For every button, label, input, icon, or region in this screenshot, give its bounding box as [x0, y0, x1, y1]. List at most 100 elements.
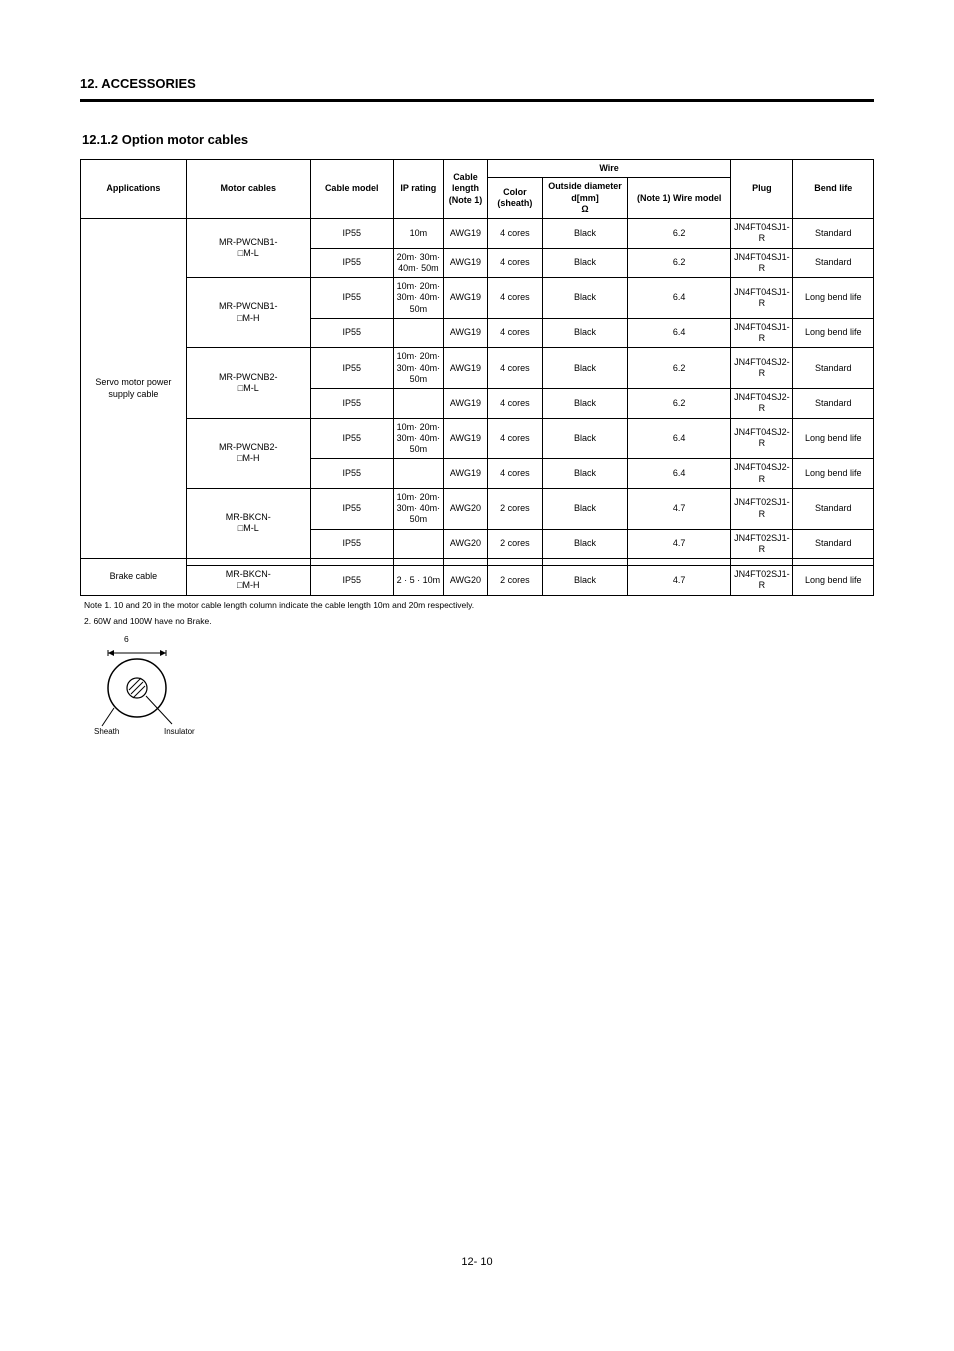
table-cell: Long bend life [793, 318, 874, 348]
table-cell: AWG20 [444, 529, 488, 559]
table-header-cell: Cable length (Note 1) [444, 160, 488, 219]
footnote-1: Note 1. 10 and 20 in the motor cable len… [84, 600, 874, 610]
subsection-title: 12.1.2 Option motor cables [82, 132, 874, 147]
table-cell [393, 559, 444, 566]
table-row: Brake cable [81, 559, 874, 566]
table-cell: 6.2 [627, 348, 730, 389]
table-cell: Black [542, 488, 627, 529]
cable-name-cell: MR-PWCNB1-□M-H [186, 278, 310, 348]
table-cell: 6.4 [627, 459, 730, 489]
table-cell: 6.2 [627, 219, 730, 249]
section-heading: 12. ACCESSORIES [80, 76, 874, 91]
table-header-cell: Applications [81, 160, 187, 219]
table-head: ApplicationsMotor cablesCable modelIP ra… [81, 160, 874, 219]
table-header-cell: Cable model [310, 160, 393, 219]
table-header-cell: Plug [731, 160, 793, 219]
table-cell: 4 cores [487, 318, 542, 348]
table-cell: JN4FT04SJ1-R [731, 278, 793, 319]
page-number: 12- 10 [80, 1256, 874, 1268]
table-cell: Long bend life [793, 418, 874, 459]
table-cell: IP55 [310, 566, 393, 596]
table-cell: Long bend life [793, 459, 874, 489]
table-cell: 4 cores [487, 278, 542, 319]
table-row: MR-PWCNB2-□M-HIP5510m· 20m· 30m· 40m· 50… [81, 418, 874, 459]
table-cell: JN4FT04SJ1-R [731, 219, 793, 249]
footnote-2: 2. 60W and 100W have no Brake. [84, 616, 874, 626]
table-header-cell: Bend life [793, 160, 874, 219]
table-cell: Black [542, 418, 627, 459]
table-cell: 4 cores [487, 219, 542, 249]
table-cell: 4 cores [487, 459, 542, 489]
application-cell: Servo motor power supply cable [81, 219, 187, 559]
table-cell: 6.2 [627, 389, 730, 419]
table-cell: 6.2 [627, 248, 730, 278]
table-cell: Standard [793, 219, 874, 249]
table-header-cell: Motor cables [186, 160, 310, 219]
table-cell [444, 559, 488, 566]
table-cell: Standard [793, 348, 874, 389]
table-cell [310, 559, 393, 566]
cable-diagram: 6 Sheath Insulator [94, 634, 874, 736]
section-rule [80, 99, 874, 102]
table-cell [542, 559, 627, 566]
application-cell: Brake cable [81, 559, 187, 596]
table-cell: JN4FT02SJ1-R [731, 566, 793, 596]
table-cell: Black [542, 389, 627, 419]
table-row: MR-PWCNB1-□M-HIP5510m· 20m· 30m· 40m· 50… [81, 278, 874, 319]
table-cell: Long bend life [793, 278, 874, 319]
table-cell: Black [542, 219, 627, 249]
diagram-callout-right: Insulator [164, 727, 195, 736]
table-header-cell: (Note 1) Wire model [627, 178, 730, 219]
table-cell: 4.7 [627, 488, 730, 529]
table-row: Servo motor power supply cableMR-PWCNB1-… [81, 219, 874, 249]
table-cell: IP55 [310, 389, 393, 419]
table-cell: AWG19 [444, 418, 488, 459]
table-cell: 10m· 20m· 30m· 40m· 50m [393, 278, 444, 319]
table-header-cell: IP rating [393, 160, 444, 219]
table-header-cell: Color (sheath) [487, 178, 542, 219]
table-cell: 2 · 5 · 10m [393, 566, 444, 596]
table-cell: Standard [793, 389, 874, 419]
table-cell: Black [542, 529, 627, 559]
table-cell: IP55 [310, 278, 393, 319]
cable-name-cell [186, 559, 310, 566]
table-cell: 6.4 [627, 418, 730, 459]
table-cell: JN4FT04SJ1-R [731, 318, 793, 348]
table-cell: Black [542, 459, 627, 489]
table-cell: JN4FT04SJ2-R [731, 418, 793, 459]
table-cell: 4 cores [487, 348, 542, 389]
table-cell [393, 459, 444, 489]
cable-name-cell: MR-BKCN-□M-L [186, 488, 310, 558]
table-row: MR-PWCNB2-□M-LIP5510m· 20m· 30m· 40m· 50… [81, 348, 874, 389]
table-body: Servo motor power supply cableMR-PWCNB1-… [81, 219, 874, 596]
table-cell: 10m· 20m· 30m· 40m· 50m [393, 488, 444, 529]
table-cell: Black [542, 318, 627, 348]
table-cell: 2 cores [487, 488, 542, 529]
table-cell: IP55 [310, 348, 393, 389]
table-cell: IP55 [310, 488, 393, 529]
cable-table: ApplicationsMotor cablesCable modelIP ra… [80, 159, 874, 596]
table-cell: AWG19 [444, 219, 488, 249]
table-cell: AWG19 [444, 318, 488, 348]
table-cell: 20m· 30m· 40m· 50m [393, 248, 444, 278]
table-cell: AWG20 [444, 566, 488, 596]
table-cell: 10m· 20m· 30m· 40m· 50m [393, 418, 444, 459]
table-cell: IP55 [310, 459, 393, 489]
cable-cross-section-icon: Sheath Insulator [94, 646, 234, 736]
table-cell: JN4FT02SJ1-R [731, 529, 793, 559]
table-cell: JN4FT02SJ1-R [731, 488, 793, 529]
table-cell: Black [542, 566, 627, 596]
table-cell: 10m· 20m· 30m· 40m· 50m [393, 348, 444, 389]
table-cell [487, 559, 542, 566]
table-cell: JN4FT04SJ2-R [731, 348, 793, 389]
cable-name-cell: MR-PWCNB2-□M-H [186, 418, 310, 488]
table-cell: JN4FT04SJ2-R [731, 459, 793, 489]
diagram-callout-left: Sheath [94, 727, 119, 736]
table-cell: IP55 [310, 248, 393, 278]
table-cell: AWG19 [444, 278, 488, 319]
cable-name-cell: MR-PWCNB2-□M-L [186, 348, 310, 418]
table-cell [793, 559, 874, 566]
diagram-dimension-label: 6 [124, 634, 874, 644]
table-header-cell: Outside diameter d[mm]Ω [542, 178, 627, 219]
table-row: MR-BKCN-□M-LIP5510m· 20m· 30m· 40m· 50mA… [81, 488, 874, 529]
